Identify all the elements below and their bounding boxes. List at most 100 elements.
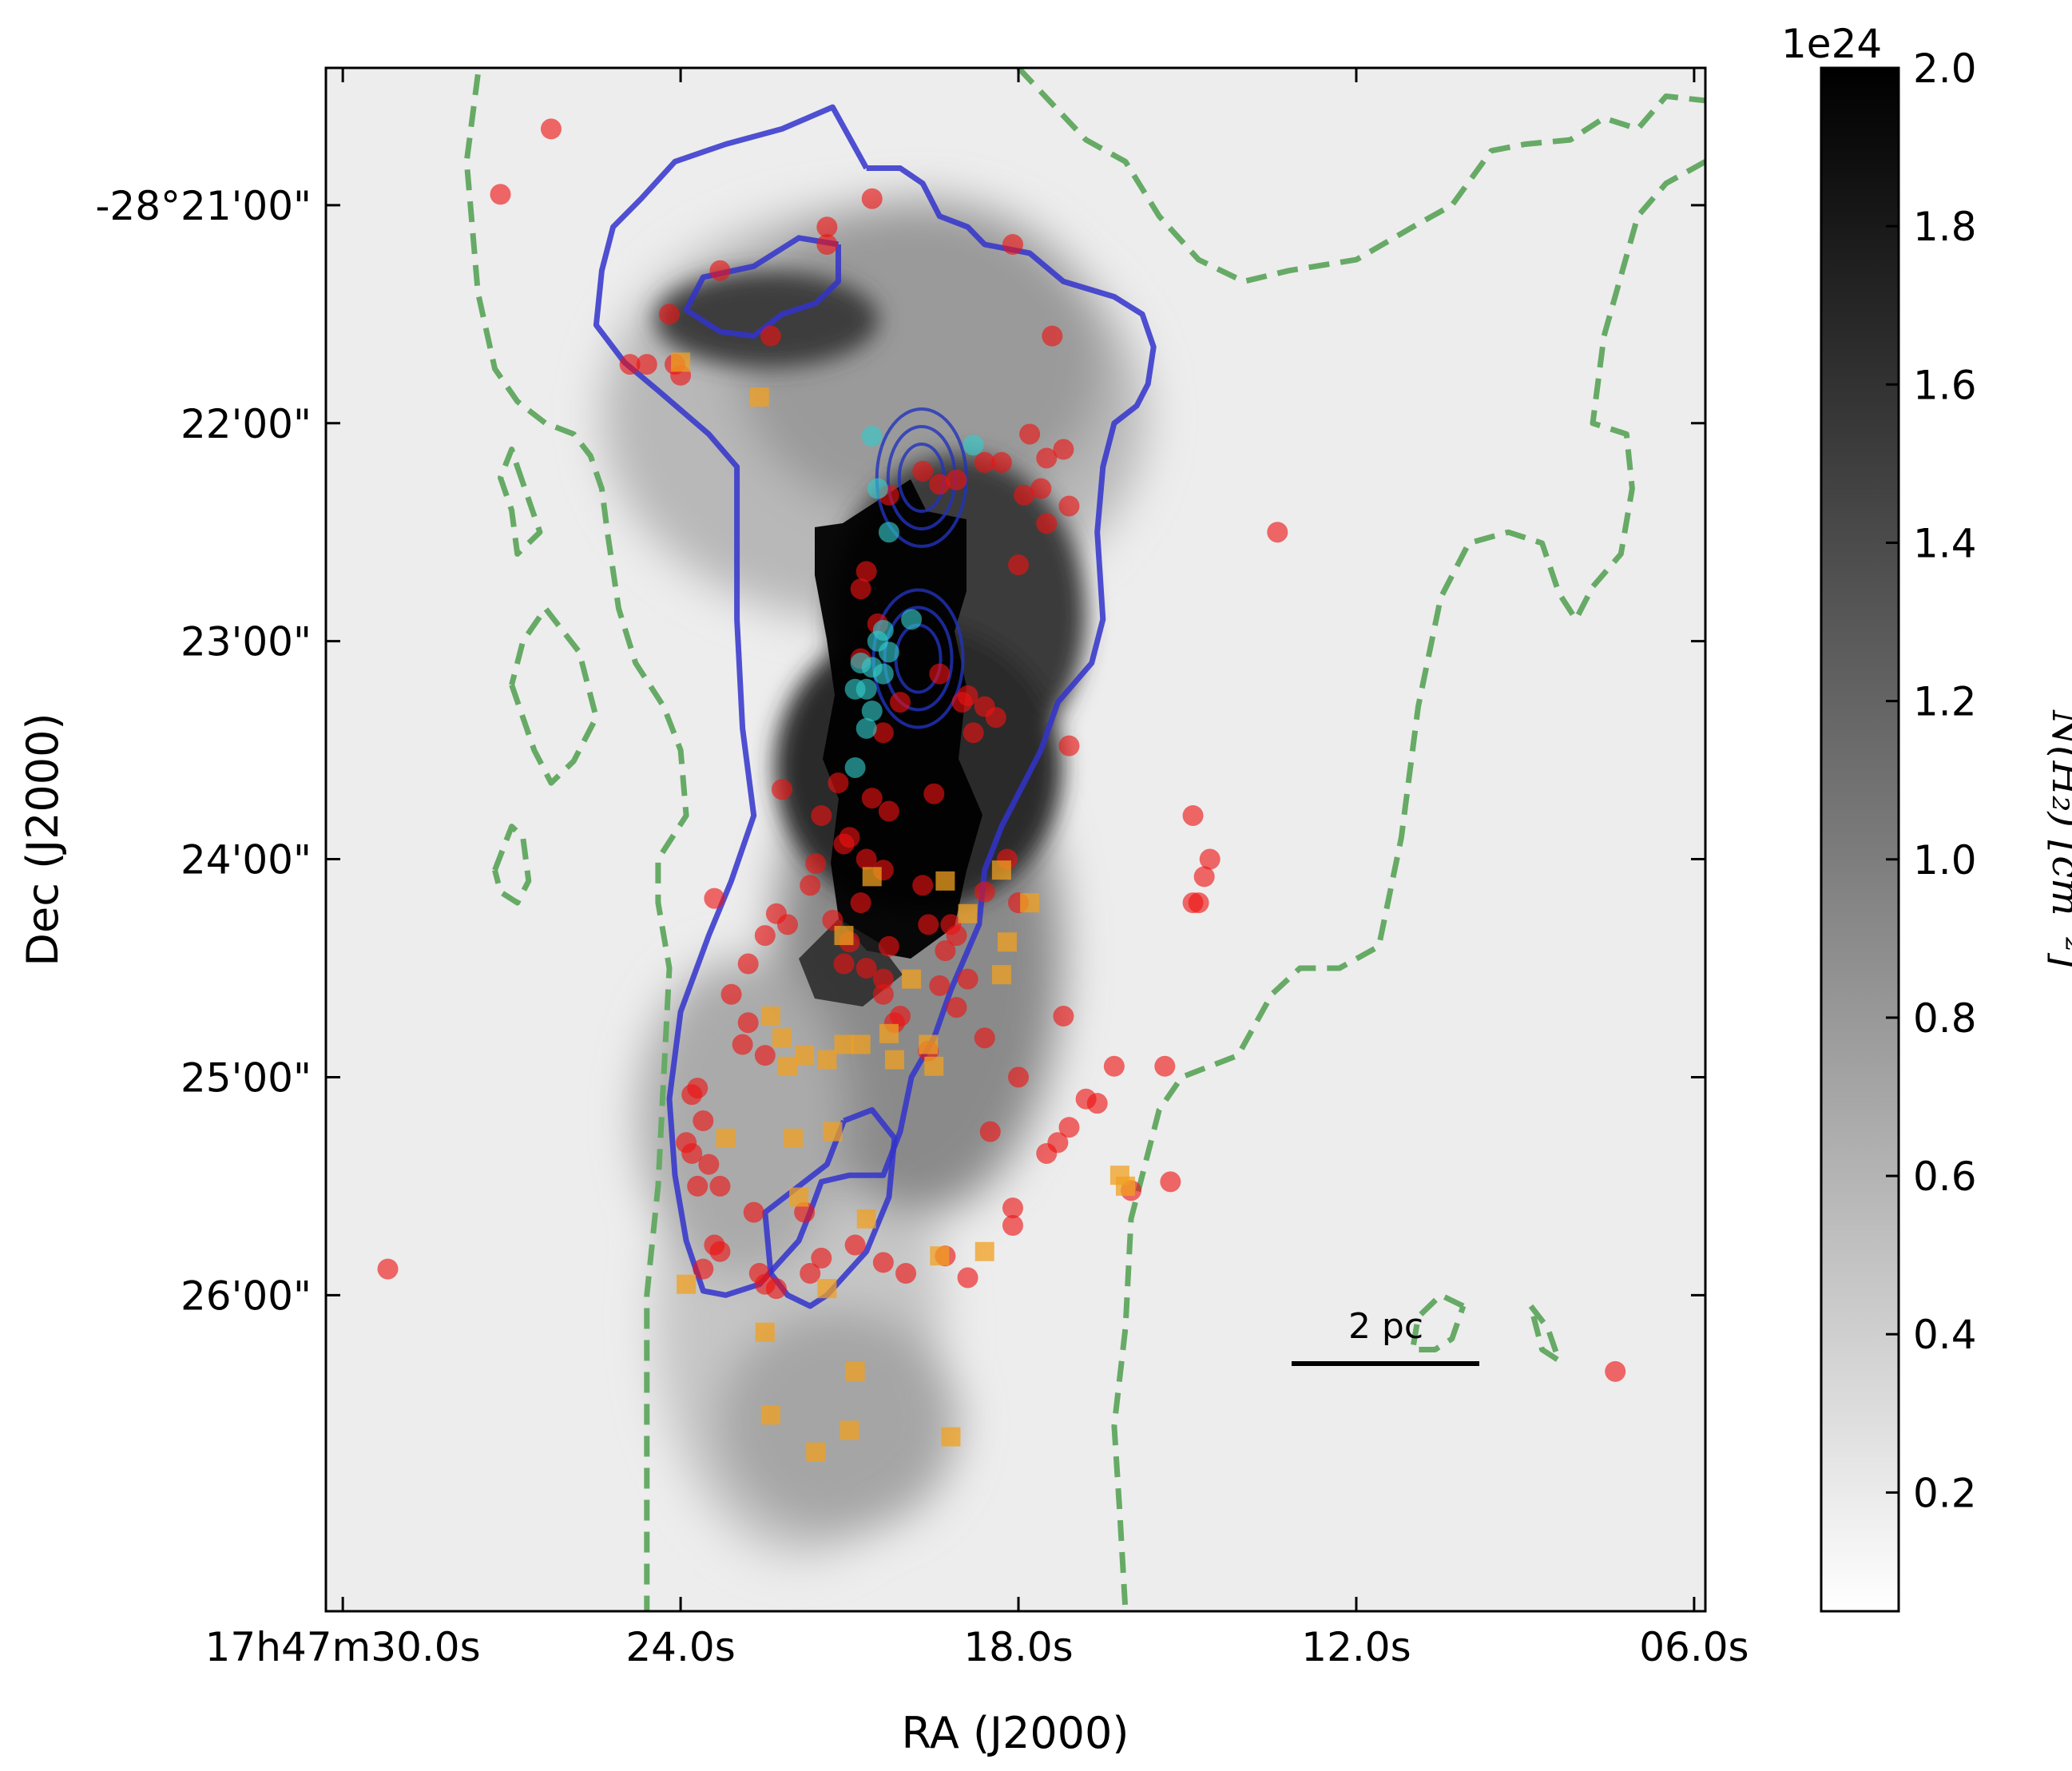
data-point-red bbox=[709, 260, 731, 281]
data-point-red bbox=[771, 779, 792, 800]
x-tick-label: 12.0s bbox=[1301, 1624, 1411, 1670]
data-point-red bbox=[855, 848, 877, 870]
green-contour-2 bbox=[1111, 159, 1705, 1611]
colorbar bbox=[1820, 66, 1900, 1613]
data-point-red bbox=[1058, 495, 1080, 517]
data-point-red bbox=[811, 1247, 832, 1269]
colorbar-tick-label: 0.6 bbox=[1913, 1154, 1977, 1200]
data-point-red bbox=[1019, 423, 1041, 445]
data-point-red bbox=[681, 1084, 703, 1106]
data-point-square bbox=[919, 1034, 939, 1054]
data-point-square bbox=[784, 1128, 804, 1148]
data-point-red bbox=[828, 772, 849, 794]
data-point-red bbox=[974, 1027, 995, 1049]
data-point-cyan bbox=[844, 678, 866, 700]
data-point-cyan bbox=[901, 609, 923, 630]
x-axis-label: RA (J2000) bbox=[902, 1708, 1129, 1758]
data-point-square bbox=[930, 1246, 950, 1266]
data-point-square bbox=[924, 1056, 944, 1076]
data-point-red bbox=[963, 722, 984, 744]
data-point-red bbox=[1053, 439, 1074, 460]
data-point-red bbox=[1030, 478, 1052, 499]
data-point-red bbox=[754, 1045, 776, 1066]
data-point-red bbox=[946, 997, 967, 1019]
data-point-red bbox=[693, 1110, 714, 1132]
data-point-red bbox=[709, 1175, 731, 1197]
data-point-red bbox=[1036, 447, 1058, 469]
y-tick-label: 26'00" bbox=[181, 1273, 312, 1319]
data-point-square bbox=[856, 1209, 876, 1229]
data-point-red bbox=[760, 325, 781, 347]
data-point-square bbox=[795, 1046, 815, 1066]
data-point-red bbox=[951, 692, 973, 713]
data-point-red bbox=[658, 304, 680, 325]
data-point-square bbox=[879, 1023, 899, 1043]
blue-contour-2 bbox=[762, 1106, 898, 1309]
green-contour-5 bbox=[492, 824, 532, 906]
data-point-red bbox=[912, 875, 934, 896]
data-point-red bbox=[1199, 848, 1221, 870]
data-point-red bbox=[540, 118, 562, 140]
data-point-square bbox=[716, 1128, 736, 1148]
data-point-cyan bbox=[855, 717, 877, 739]
data-point-red bbox=[855, 561, 877, 582]
data-point-red bbox=[990, 451, 1012, 473]
data-point-red bbox=[878, 800, 899, 822]
data-point-red bbox=[929, 975, 951, 996]
data-point-red bbox=[1058, 1117, 1080, 1138]
data-point-square bbox=[760, 1007, 780, 1026]
data-point-cyan bbox=[878, 641, 899, 663]
data-point-cyan bbox=[878, 522, 899, 543]
data-point-square bbox=[974, 1241, 994, 1261]
data-point-red bbox=[1002, 1197, 1023, 1219]
colorbar-tick-label: 0.2 bbox=[1913, 1470, 1977, 1516]
x-tick-label: 24.0s bbox=[625, 1624, 735, 1670]
data-point-red bbox=[1002, 1215, 1023, 1236]
y-tick-label: 24'00" bbox=[181, 837, 312, 884]
green-contour-0 bbox=[463, 73, 689, 1611]
data-point-red bbox=[619, 354, 641, 375]
data-point-red bbox=[979, 1121, 1001, 1142]
data-point-square bbox=[902, 969, 922, 989]
data-point-red bbox=[923, 783, 945, 804]
data-point-square bbox=[941, 1427, 961, 1447]
data-point-red bbox=[935, 940, 956, 962]
colorbar-tick-label: 1.4 bbox=[1913, 520, 1977, 566]
data-point-red bbox=[720, 983, 742, 1005]
green-contour-3 bbox=[498, 447, 543, 557]
data-point-square bbox=[851, 1034, 871, 1054]
data-point-red bbox=[1267, 522, 1288, 543]
data-point-red bbox=[889, 1006, 911, 1027]
y-axis-label: Dec (J2000) bbox=[18, 713, 68, 966]
data-point-red bbox=[844, 1234, 866, 1256]
data-point-square bbox=[749, 387, 769, 407]
data-point-square bbox=[935, 871, 955, 891]
data-point-red bbox=[872, 983, 894, 1005]
data-point-red bbox=[861, 188, 883, 209]
data-point-square bbox=[760, 1405, 780, 1425]
colorbar-exponent: 1e24 bbox=[1781, 21, 1882, 67]
data-point-red bbox=[737, 1012, 759, 1034]
data-point-red bbox=[1036, 513, 1058, 534]
data-point-cyan bbox=[872, 663, 894, 685]
y-tick-label: -28°21'00" bbox=[95, 183, 312, 229]
data-point-red bbox=[709, 1241, 731, 1262]
data-point-cyan bbox=[963, 435, 984, 456]
data-point-red bbox=[861, 788, 883, 809]
data-point-cyan bbox=[861, 701, 883, 721]
data-point-red bbox=[490, 184, 511, 205]
data-point-square bbox=[834, 926, 854, 946]
data-point-square bbox=[1020, 893, 1040, 913]
green-contour-6 bbox=[1410, 1292, 1467, 1352]
data-point-red bbox=[794, 1201, 816, 1223]
data-point-red bbox=[1182, 892, 1204, 914]
column-density-map bbox=[326, 68, 1705, 1611]
data-point-red bbox=[1002, 234, 1023, 256]
data-point-red bbox=[850, 892, 871, 914]
y-tick-label: 22'00" bbox=[181, 401, 312, 447]
data-point-square bbox=[845, 1361, 865, 1381]
data-point-red bbox=[974, 451, 995, 473]
blue-contour-1 bbox=[683, 235, 841, 340]
data-point-red bbox=[822, 909, 843, 931]
data-point-square bbox=[991, 965, 1011, 985]
